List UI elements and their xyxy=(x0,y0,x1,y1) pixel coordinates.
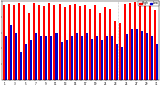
Bar xyxy=(13,5,15,80)
Bar xyxy=(60,42,63,80)
Bar xyxy=(20,52,22,80)
Bar xyxy=(50,36,52,80)
Bar xyxy=(40,36,42,80)
Bar xyxy=(76,33,78,80)
Bar xyxy=(69,5,71,80)
Bar xyxy=(106,36,108,80)
Bar xyxy=(126,34,128,80)
Bar xyxy=(111,36,113,80)
Bar xyxy=(48,3,50,80)
Bar xyxy=(10,25,12,80)
Bar xyxy=(99,13,101,80)
Bar xyxy=(56,33,57,80)
Bar xyxy=(33,3,35,80)
Bar xyxy=(45,36,47,80)
Bar xyxy=(114,21,116,80)
Bar xyxy=(28,13,30,80)
Bar xyxy=(30,40,32,80)
Bar xyxy=(121,47,123,80)
Bar xyxy=(131,29,133,80)
Bar xyxy=(3,5,5,80)
Bar xyxy=(53,5,56,80)
Bar xyxy=(91,39,93,80)
Bar xyxy=(86,33,88,80)
Bar xyxy=(43,6,45,80)
Bar xyxy=(156,44,158,80)
Bar xyxy=(79,6,81,80)
Bar xyxy=(64,7,66,80)
Bar xyxy=(104,7,106,80)
Bar xyxy=(124,4,126,80)
Bar xyxy=(71,36,73,80)
Bar xyxy=(8,4,10,80)
Bar xyxy=(25,44,27,80)
Bar xyxy=(18,3,20,80)
Bar xyxy=(15,33,17,80)
Bar xyxy=(139,4,141,80)
Bar xyxy=(149,5,151,80)
Bar xyxy=(84,5,86,80)
Bar xyxy=(144,5,146,80)
Bar xyxy=(154,10,156,80)
Bar xyxy=(136,29,138,80)
Bar xyxy=(119,23,121,80)
Bar xyxy=(38,5,40,80)
Bar xyxy=(74,4,76,80)
Bar xyxy=(101,40,103,80)
Legend: High, Low: High, Low xyxy=(138,1,159,6)
Bar xyxy=(66,40,68,80)
Bar xyxy=(129,3,131,80)
Bar xyxy=(134,2,136,80)
Bar xyxy=(96,36,98,80)
Bar xyxy=(146,33,148,80)
Bar xyxy=(94,5,96,80)
Bar xyxy=(59,4,60,80)
Bar xyxy=(89,9,91,80)
Bar xyxy=(5,36,7,80)
Bar xyxy=(23,5,25,80)
Bar xyxy=(109,9,111,80)
Bar xyxy=(141,31,143,80)
Bar xyxy=(81,36,83,80)
Bar xyxy=(116,44,118,80)
Bar xyxy=(35,33,37,80)
Bar xyxy=(151,36,153,80)
